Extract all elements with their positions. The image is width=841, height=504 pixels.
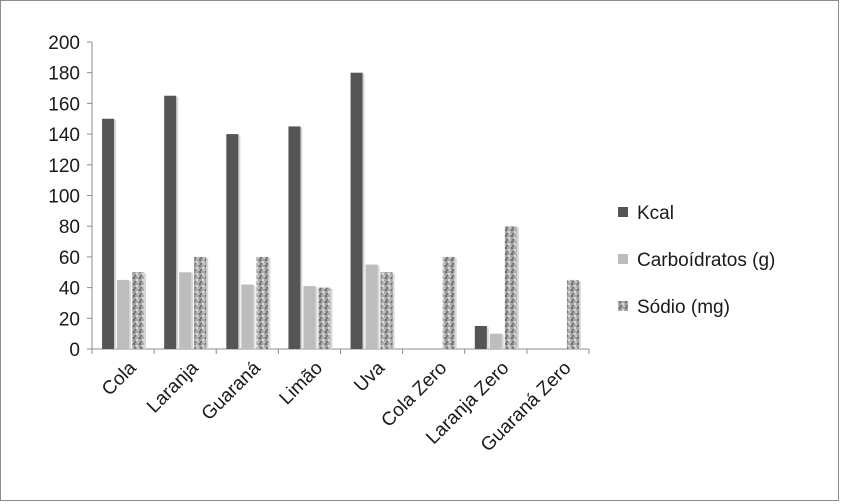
bar-carbo-dratos-g-6 bbox=[489, 333, 502, 349]
bar-kcal-2 bbox=[226, 134, 239, 349]
bar-carbo-dratos-g-4 bbox=[365, 264, 378, 349]
y-tick-label: 60 bbox=[59, 248, 80, 269]
y-tick-label: 120 bbox=[48, 156, 80, 177]
legend-swatch bbox=[618, 301, 628, 311]
y-tick-label: 100 bbox=[48, 187, 80, 208]
bar-s-dio-mg-1 bbox=[194, 256, 207, 349]
bar-carbo-dratos-g-2 bbox=[241, 284, 254, 349]
x-tick-label: Cola bbox=[98, 357, 141, 400]
bar-s-dio-mg-4 bbox=[380, 272, 393, 349]
y-tick-label: 140 bbox=[48, 125, 80, 146]
bar-kcal-0 bbox=[102, 118, 115, 349]
bar-s-dio-mg-2 bbox=[256, 256, 269, 349]
y-tick-label: 80 bbox=[59, 217, 80, 238]
tick-labels-group: 0 20 40 60 80 100 120 140 160 180 200 Cola LaranjaGu… bbox=[48, 33, 575, 456]
bar-kcal-3 bbox=[288, 126, 301, 349]
x-tick-label: Uva bbox=[350, 357, 389, 396]
bar-s-dio-mg-6 bbox=[504, 226, 517, 349]
y-tick-label: 180 bbox=[48, 64, 80, 85]
bar-s-dio-mg-5 bbox=[442, 256, 455, 349]
legend: Kcal Carboídratos (g) Sódio (mg) bbox=[618, 203, 775, 318]
bar-kcal-4 bbox=[350, 72, 363, 349]
x-tick-label: Guaraná bbox=[198, 357, 265, 424]
bar-carbo-dratos-g-3 bbox=[303, 286, 316, 349]
legend-swatch bbox=[618, 207, 628, 217]
bar-carbo-dratos-g-0 bbox=[117, 279, 130, 349]
bar-carbo-dratos-g-1 bbox=[179, 272, 192, 349]
y-tick-label: 200 bbox=[48, 33, 80, 54]
y-tick-label: 40 bbox=[59, 279, 80, 300]
legend-label: Carboídratos (g) bbox=[637, 250, 775, 271]
bar-s-dio-mg-3 bbox=[318, 287, 331, 349]
y-tick-label: 160 bbox=[48, 94, 80, 115]
legend-label: Sódio (mg) bbox=[637, 297, 730, 318]
bar-s-dio-mg-7 bbox=[566, 279, 579, 349]
bars-group bbox=[102, 72, 581, 349]
bar-kcal-6 bbox=[474, 325, 487, 349]
bar-s-dio-mg-0 bbox=[132, 272, 145, 349]
y-tick-label: 20 bbox=[59, 309, 80, 330]
x-tick-label: Laranja bbox=[143, 357, 203, 417]
y-tick-label: 0 bbox=[69, 340, 80, 361]
legend-swatch bbox=[618, 254, 628, 264]
x-tick-label: Limão bbox=[276, 358, 327, 409]
legend-label: Kcal bbox=[637, 203, 674, 224]
bar-kcal-1 bbox=[164, 95, 177, 349]
